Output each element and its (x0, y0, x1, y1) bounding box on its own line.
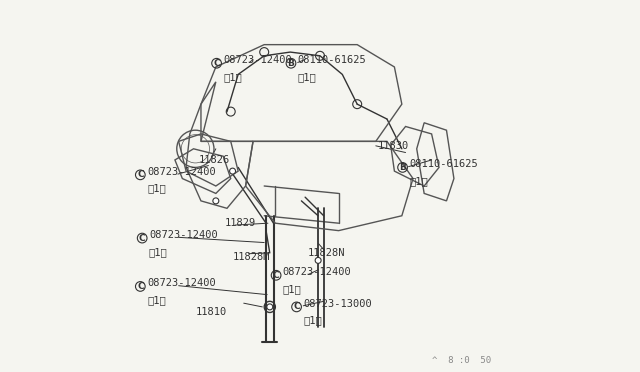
Text: 11829: 11829 (225, 218, 257, 228)
Text: ^  8 :0  50: ^ 8 :0 50 (432, 356, 491, 365)
Text: C: C (273, 271, 280, 280)
Text: 11810: 11810 (196, 307, 227, 317)
Text: 08723-12400: 08723-12400 (223, 55, 292, 65)
Text: C: C (137, 282, 143, 291)
Circle shape (315, 257, 321, 263)
Circle shape (267, 304, 273, 310)
Text: 08723-12400: 08723-12400 (149, 230, 218, 240)
Text: （1）: （1） (147, 183, 166, 193)
Text: （1）: （1） (223, 72, 242, 82)
Text: 11828N: 11828N (308, 248, 346, 258)
Circle shape (230, 168, 236, 174)
Text: 11830: 11830 (378, 141, 409, 151)
Text: 11826: 11826 (199, 155, 230, 165)
Text: 08723-12400: 08723-12400 (147, 167, 216, 177)
Text: 08723-12400: 08723-12400 (147, 278, 216, 288)
Text: C: C (293, 302, 300, 311)
Text: 11828M: 11828M (232, 252, 270, 262)
Text: 08110-61625: 08110-61625 (298, 55, 367, 65)
Circle shape (213, 198, 219, 204)
Text: （1）: （1） (298, 72, 316, 82)
Text: C: C (137, 170, 143, 179)
Text: （1）: （1） (303, 315, 322, 326)
Text: （1）: （1） (410, 176, 428, 186)
Text: （1）: （1） (147, 295, 166, 305)
Text: B: B (399, 163, 406, 172)
Text: （1）: （1） (283, 284, 301, 294)
Text: 08110-61625: 08110-61625 (410, 159, 478, 169)
Text: B: B (287, 59, 294, 68)
Text: C: C (213, 59, 220, 68)
Text: C: C (139, 234, 145, 243)
Text: （1）: （1） (149, 247, 168, 257)
Text: 08723-12400: 08723-12400 (283, 267, 351, 277)
Text: 08723-13000: 08723-13000 (303, 299, 372, 309)
